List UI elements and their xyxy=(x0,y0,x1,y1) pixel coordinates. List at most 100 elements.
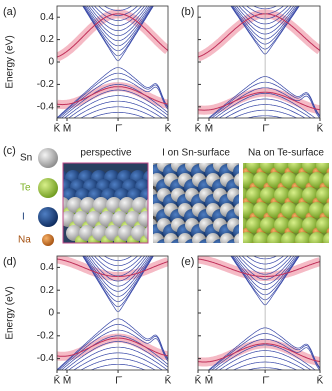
band xyxy=(231,256,299,296)
band xyxy=(83,6,154,52)
band xyxy=(253,6,278,10)
band xyxy=(246,115,284,118)
view-title: perspective xyxy=(80,148,132,159)
band-plot xyxy=(57,6,168,118)
band xyxy=(198,127,320,150)
band-surface xyxy=(198,343,320,363)
band xyxy=(83,256,154,302)
element-label: Na xyxy=(18,235,31,246)
y-tick-label: 0 xyxy=(48,308,54,319)
view-i-surface xyxy=(153,163,239,243)
band xyxy=(241,256,289,270)
atom xyxy=(234,173,239,187)
k-label: K̄ xyxy=(165,374,172,387)
band xyxy=(57,67,168,118)
y-tick-label: 0.4 xyxy=(40,12,54,23)
band xyxy=(60,84,168,118)
band xyxy=(224,355,306,370)
y-tick-label: 0.2 xyxy=(40,34,54,45)
band xyxy=(103,256,133,261)
atom xyxy=(279,242,285,243)
view-na-surface xyxy=(243,163,329,243)
atom xyxy=(323,232,329,243)
atom xyxy=(144,226,148,240)
atom xyxy=(145,198,148,212)
atom xyxy=(316,217,329,233)
element-label: Sn xyxy=(20,153,32,164)
atom xyxy=(267,232,283,243)
band xyxy=(60,335,168,370)
band xyxy=(86,6,150,37)
band xyxy=(235,256,295,280)
view-title: I on Sn-surface xyxy=(162,148,230,159)
panel-label: (d) xyxy=(3,256,16,268)
band-surface xyxy=(198,258,320,277)
band xyxy=(80,358,156,370)
y-tick-label: -0.2 xyxy=(37,79,55,90)
band xyxy=(198,0,320,4)
k-label: Γ̄ xyxy=(115,124,123,135)
atom xyxy=(234,233,239,243)
atom xyxy=(307,242,313,243)
band-highlight xyxy=(57,333,168,361)
k-label: M̄ xyxy=(63,122,71,135)
band-plot xyxy=(57,256,168,370)
element-label: Te xyxy=(20,183,31,194)
atom-icon xyxy=(42,234,54,246)
band xyxy=(230,6,300,55)
band xyxy=(93,6,143,21)
band xyxy=(88,256,148,282)
band xyxy=(211,87,320,118)
k-label: K̄ xyxy=(317,374,324,387)
band xyxy=(68,95,168,118)
atom-icon xyxy=(38,207,58,227)
panel-label: (b) xyxy=(181,6,194,18)
k-label: M̄ xyxy=(205,122,213,135)
atom xyxy=(243,232,255,243)
atom xyxy=(316,187,329,203)
band xyxy=(209,333,320,370)
band xyxy=(90,112,146,118)
band xyxy=(238,6,292,25)
atom xyxy=(316,163,329,173)
band xyxy=(82,256,154,308)
band xyxy=(198,121,320,145)
band xyxy=(111,369,126,370)
band xyxy=(80,106,156,118)
atom xyxy=(323,202,329,218)
k-label: K̄ xyxy=(195,374,202,387)
band xyxy=(246,6,285,15)
atom xyxy=(309,232,325,243)
band xyxy=(90,363,146,370)
y-tick-label: 0.2 xyxy=(40,285,54,296)
band xyxy=(73,352,163,370)
band-surface xyxy=(57,86,168,106)
y-tick-label: -0.4 xyxy=(37,353,55,364)
band xyxy=(218,350,312,370)
band xyxy=(209,81,320,118)
band-surface xyxy=(57,13,168,58)
band-surface xyxy=(57,258,168,277)
k-label: K̄ xyxy=(195,122,202,135)
band xyxy=(246,367,284,370)
band-plot xyxy=(198,256,320,370)
band xyxy=(232,109,298,118)
band xyxy=(208,76,320,118)
band xyxy=(90,256,146,277)
band xyxy=(218,98,312,118)
k-label: K̄ xyxy=(165,122,172,135)
band xyxy=(73,100,163,118)
k-label: M̄ xyxy=(205,374,213,387)
atom xyxy=(251,242,257,243)
band xyxy=(224,104,306,118)
atom xyxy=(323,172,329,188)
panel-label: (c) xyxy=(3,145,16,157)
band xyxy=(64,341,168,370)
y-tick-label: -0.2 xyxy=(37,330,55,341)
band xyxy=(235,6,295,30)
y-tick-label: 0.4 xyxy=(40,262,54,273)
atom xyxy=(234,203,239,217)
band xyxy=(246,256,285,265)
band xyxy=(211,338,320,370)
